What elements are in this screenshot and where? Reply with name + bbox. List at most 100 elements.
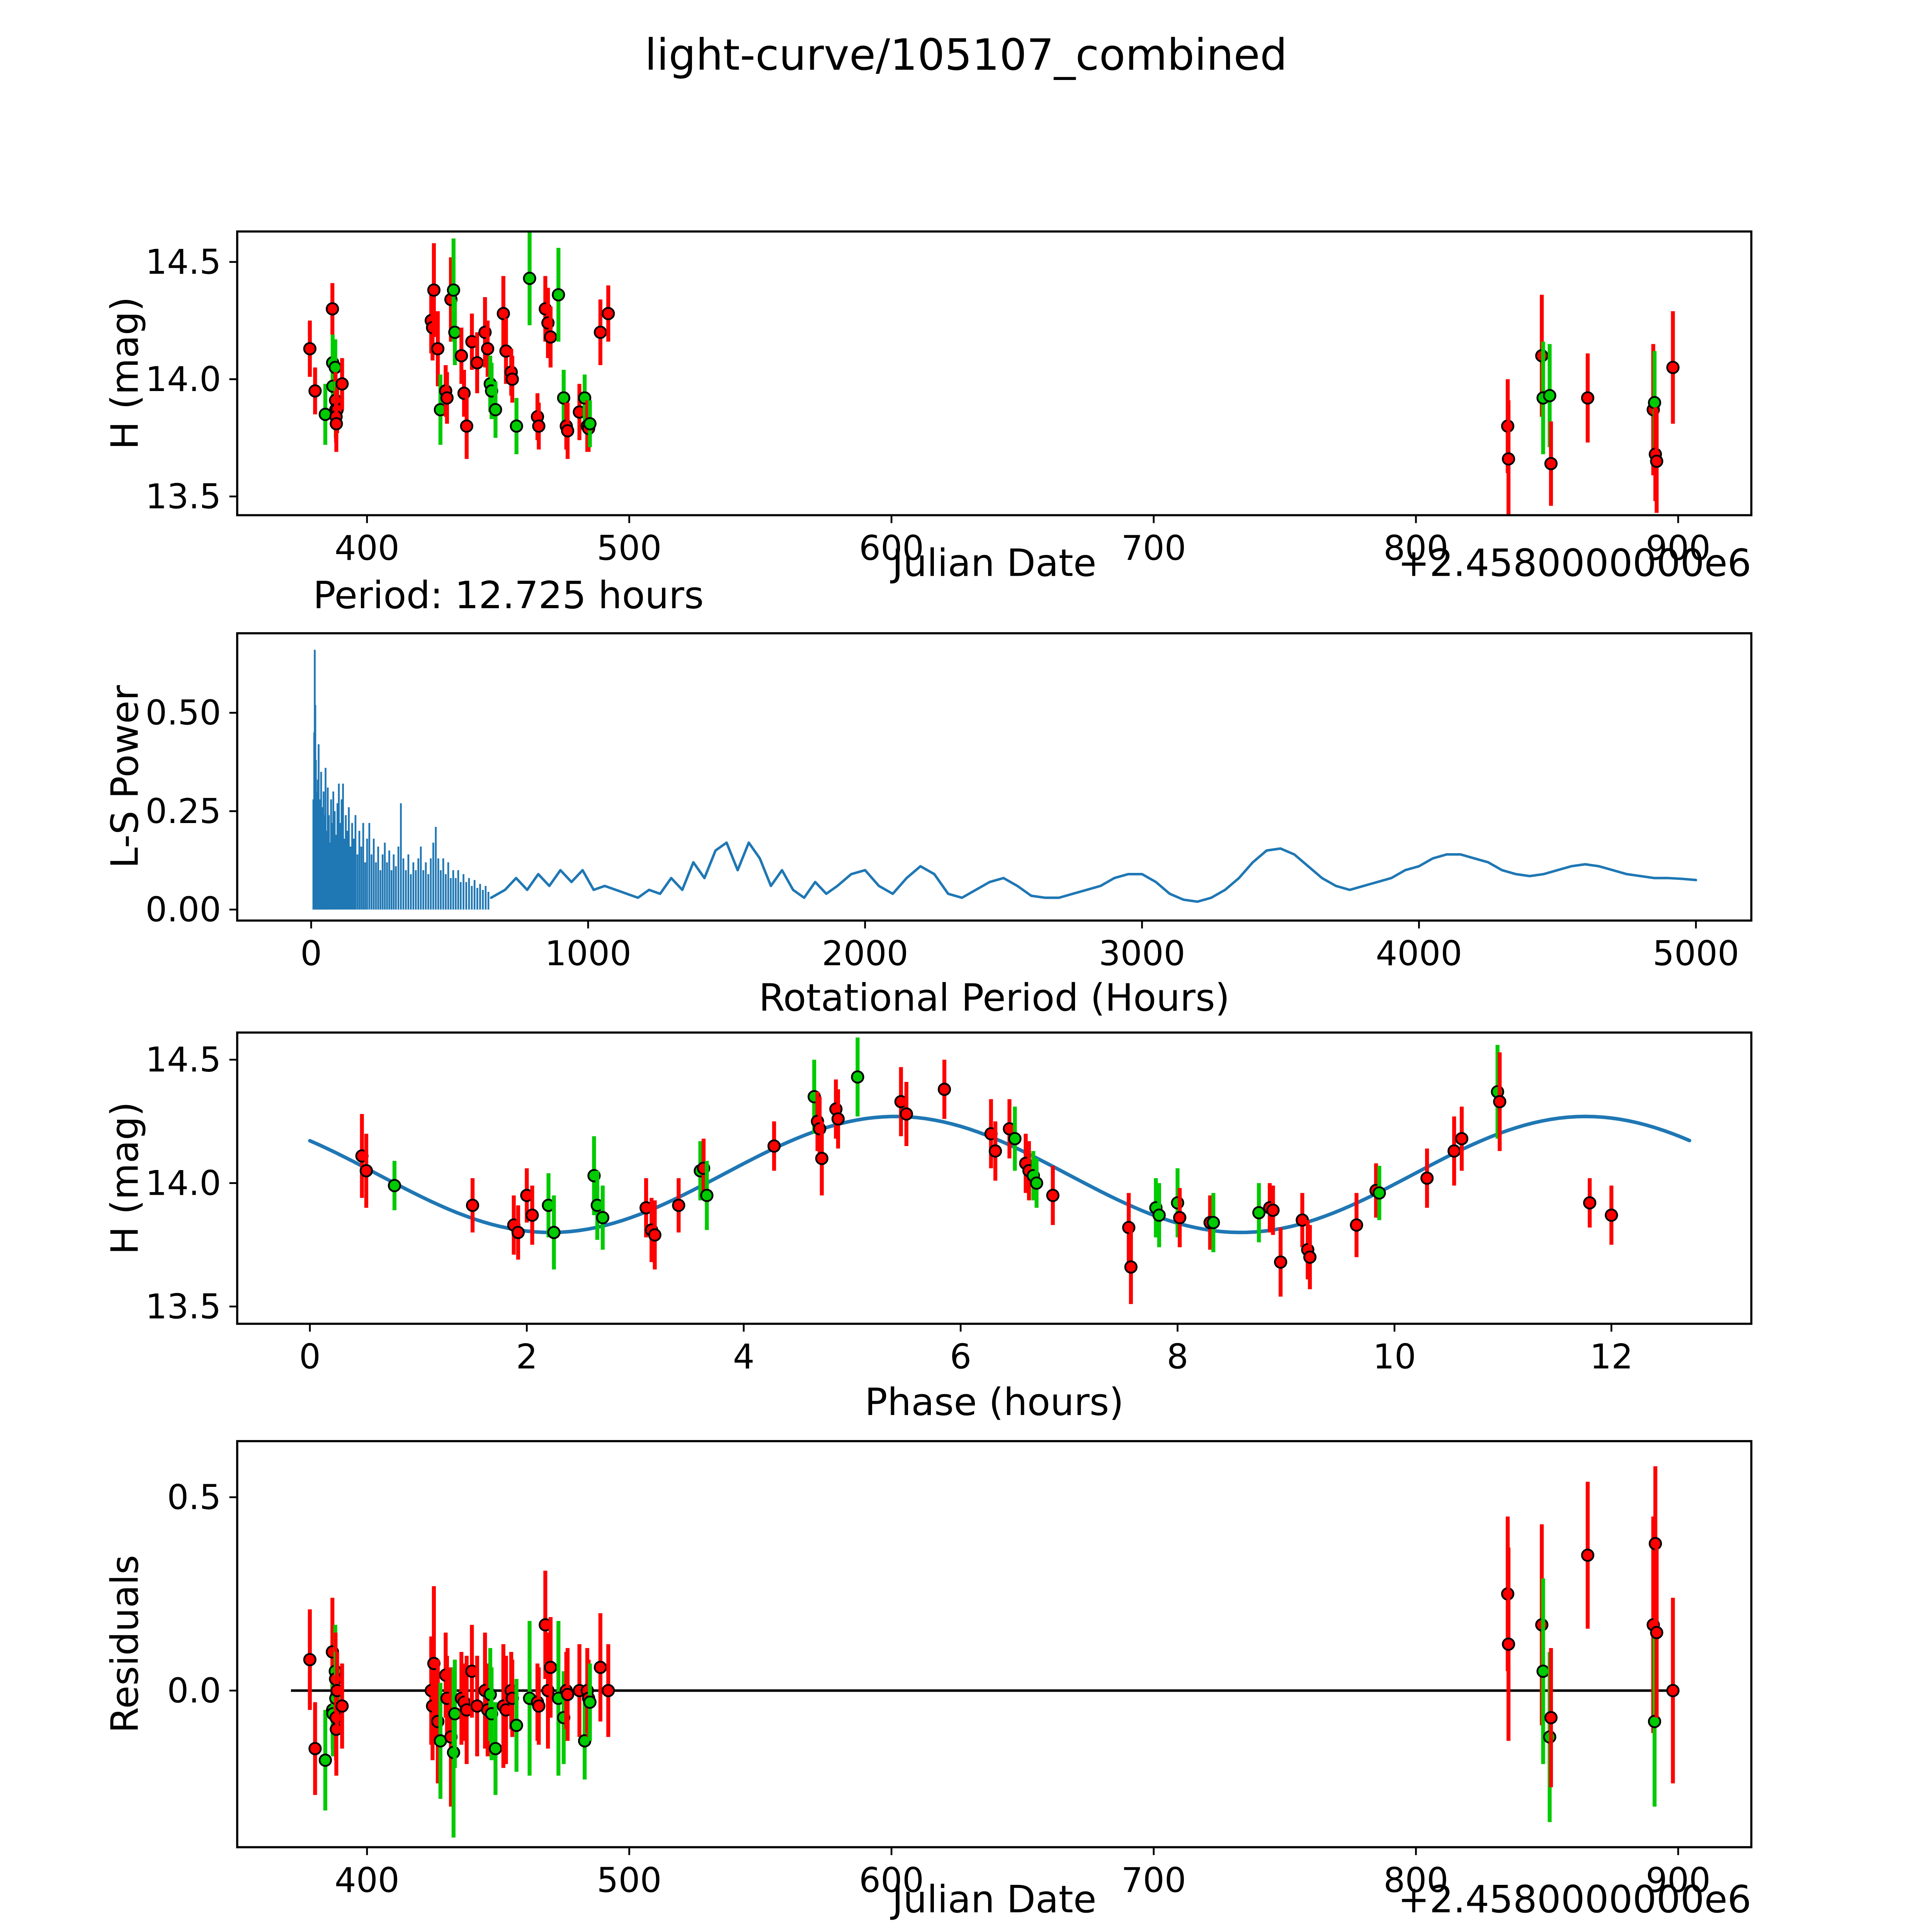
data-point <box>552 288 565 302</box>
data-point <box>1350 1218 1363 1232</box>
data-point <box>326 302 339 316</box>
data-point <box>1046 1189 1060 1202</box>
data-point <box>388 1179 401 1192</box>
y-tick-label: 0.00 <box>145 889 221 929</box>
x-tick-label: 4000 <box>1376 934 1462 973</box>
data-point <box>648 1228 662 1242</box>
panel-border <box>236 632 1753 922</box>
data-point <box>1252 1206 1266 1219</box>
x-tick-label: 600 <box>859 528 924 568</box>
data-point <box>937 1083 951 1096</box>
panel4-offset-label: +2.4580000000e6 <box>1398 1878 1751 1921</box>
x-tick-label: 0 <box>300 934 322 973</box>
data-point <box>767 1139 781 1153</box>
panel-residuals: 400 500 600 700 800 900 0.0 0.5 <box>167 1440 1753 1900</box>
x-tick-label: 600 <box>859 1860 924 1900</box>
data-point <box>1650 1626 1663 1639</box>
panel-data-area <box>303 231 1680 515</box>
x-tick-label: 800 <box>1383 1860 1448 1900</box>
data-point <box>497 307 510 320</box>
data-point <box>460 419 473 433</box>
x-tick-label: 8 <box>1167 1337 1189 1377</box>
panel-data-area <box>308 1037 1692 1304</box>
data-point <box>303 1653 317 1667</box>
x-tick-label: 2 <box>516 1337 537 1377</box>
y-tick-label: 14.0 <box>145 359 221 399</box>
data-point <box>602 1684 615 1697</box>
data-point <box>335 377 349 391</box>
data-point <box>532 1699 546 1713</box>
data-point <box>1207 1216 1220 1230</box>
data-point <box>510 1719 523 1732</box>
data-point <box>1544 1711 1558 1725</box>
data-point <box>318 1753 332 1767</box>
panel-border <box>236 1440 1753 1849</box>
panel4-ylabel: Residuals <box>103 1555 146 1733</box>
data-point <box>470 356 484 370</box>
data-point <box>448 325 462 339</box>
data-point <box>447 283 460 297</box>
data-point <box>1152 1208 1166 1222</box>
panel4-xlabel: Julian Date <box>890 1878 1097 1921</box>
data-point <box>1008 1132 1022 1146</box>
x-tick-label: 900 <box>1646 528 1711 568</box>
data-point <box>547 1226 561 1239</box>
data-point <box>557 391 570 405</box>
panel3-xlabel: Phase (hours) <box>865 1380 1124 1424</box>
data-point <box>481 342 495 355</box>
data-point <box>544 330 558 344</box>
data-point <box>1650 454 1663 468</box>
data-point <box>1030 1176 1043 1190</box>
x-tick-label: 700 <box>1121 528 1186 568</box>
figure-title: light-curve/105107_combined <box>645 31 1287 80</box>
panel1-offset-label: +2.4580000000e6 <box>1398 541 1751 585</box>
data-point <box>532 419 546 433</box>
data-point <box>988 1144 1002 1158</box>
data-point <box>596 1211 609 1225</box>
x-tick-label: 1000 <box>545 934 631 973</box>
periodogram-curve <box>490 841 1697 903</box>
y-tick-label: 14.0 <box>145 1163 221 1203</box>
x-tick-label: 500 <box>597 528 662 568</box>
panel-light-curve: 400 500 600 700 800 900 14.5 14.0 13.5 <box>145 230 1753 568</box>
y-tick-label: 0.5 <box>167 1477 221 1517</box>
data-point <box>1274 1255 1287 1269</box>
panel-data-area <box>291 1466 1680 1838</box>
data-point <box>583 1696 597 1709</box>
x-tick-label: 0 <box>299 1337 321 1377</box>
x-tick-label: 500 <box>597 1860 662 1900</box>
x-tick-label: 2000 <box>822 934 908 973</box>
data-point <box>1502 1637 1515 1651</box>
x-tick-label: 800 <box>1383 528 1448 568</box>
data-point <box>1420 1171 1434 1185</box>
data-point <box>328 361 342 374</box>
data-point <box>308 1742 322 1755</box>
data-point <box>489 1742 502 1755</box>
data-point <box>455 349 468 362</box>
panel1-xlabel: Julian Date <box>890 541 1097 585</box>
data-point <box>1372 1186 1386 1200</box>
data-point <box>1581 1548 1595 1562</box>
data-point <box>1648 1715 1662 1728</box>
y-tick-label: 0.50 <box>145 693 221 733</box>
x-tick-label: 700 <box>1121 1860 1186 1900</box>
data-point <box>831 1112 845 1126</box>
x-tick-label: 900 <box>1646 1860 1711 1900</box>
x-tick-label: 10 <box>1373 1337 1416 1377</box>
y-tick-label: 14.5 <box>145 1040 221 1080</box>
data-point <box>1493 1095 1507 1109</box>
y-tick-label: 0.0 <box>167 1671 221 1711</box>
data-point <box>303 342 317 355</box>
data-point <box>335 1699 349 1713</box>
x-tick-label: 4 <box>733 1337 755 1377</box>
data-point <box>511 1226 525 1239</box>
data-point <box>672 1199 685 1212</box>
panel3-ylabel: H (mag) <box>103 1102 146 1255</box>
data-point <box>359 1164 373 1178</box>
y-tick-label: 14.5 <box>145 242 221 282</box>
panel-data-area <box>312 650 1697 910</box>
panel-border <box>236 1031 1753 1325</box>
x-tick-label: 400 <box>335 1860 400 1900</box>
